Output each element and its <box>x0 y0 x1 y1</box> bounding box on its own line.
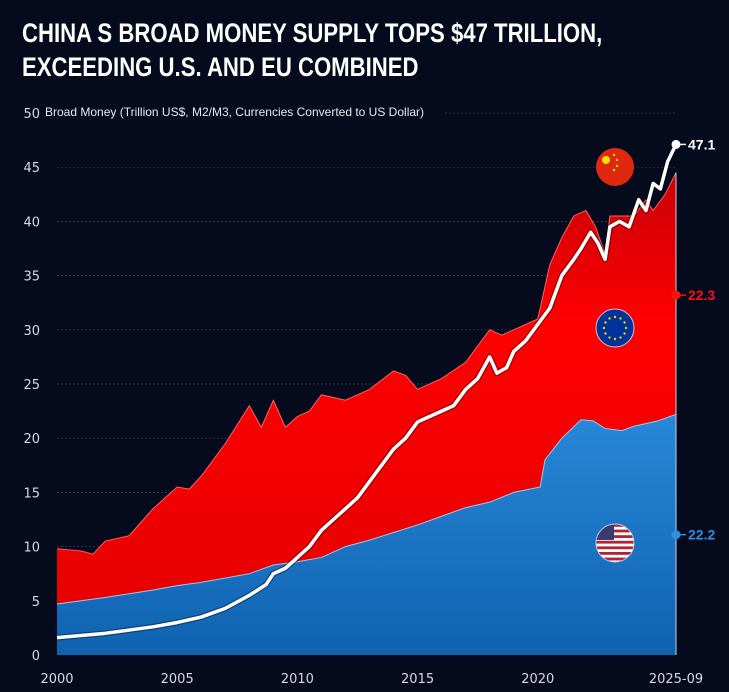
china-end-label: 47.1 <box>688 136 715 152</box>
eu-star <box>619 336 622 339</box>
us-area <box>57 414 676 655</box>
eu-star <box>623 321 626 324</box>
x-tick-label: 2015 <box>401 672 434 687</box>
eu-star <box>608 336 611 339</box>
china-line <box>56 143 678 640</box>
y-tick-label: 30 <box>23 324 40 339</box>
eu-end-label: 22.3 <box>688 287 715 303</box>
y-tick-label: 5 <box>32 595 40 610</box>
y-tick-label: 25 <box>23 378 40 393</box>
china-flag-icon <box>596 148 634 186</box>
y-tick-label: 40 <box>23 215 40 230</box>
y-tick-label: 15 <box>23 486 40 501</box>
us-stripe <box>596 552 634 555</box>
x-tick-label: 2020 <box>521 672 554 687</box>
eu-star <box>608 317 611 320</box>
us-area-edge <box>56 413 677 605</box>
us-stripe <box>596 540 634 544</box>
eu-flag-icon <box>596 309 634 347</box>
chart-title: CHINA S BROAD MONEY SUPPLY TOPS $47 TRIL… <box>22 18 603 82</box>
x-tick-label: 2010 <box>281 672 314 687</box>
eu-star <box>604 321 607 324</box>
us-end-label: 22.2 <box>688 527 715 543</box>
us-stripe <box>596 535 634 538</box>
x-tick-label: 2005 <box>161 672 194 687</box>
y-tick-label: 0 <box>32 649 40 664</box>
us-flag-icon <box>596 524 634 562</box>
us-stripe <box>596 524 634 527</box>
x-tick-label: 2000 <box>40 672 73 687</box>
y-tick-label: 50 <box>23 107 40 122</box>
eu-star <box>613 337 617 341</box>
us-stripe <box>596 557 634 561</box>
eu-star <box>604 332 607 335</box>
eu-star <box>619 317 622 320</box>
eu-star <box>624 326 628 330</box>
us-stripe <box>596 546 634 550</box>
y-tick-label: 35 <box>23 270 40 285</box>
eu-star <box>602 326 606 330</box>
x-tick-label: 2025-09 <box>649 672 703 687</box>
eu-area <box>57 172 676 605</box>
y-tick-label: 20 <box>23 432 40 447</box>
y-tick-label: 10 <box>23 541 40 556</box>
eu-star <box>623 332 626 335</box>
y-tick-label: 45 <box>23 161 40 176</box>
y-axis-label: Broad Money (Trillion US$, M2/M3, Curren… <box>45 105 425 119</box>
eu-star <box>613 315 617 319</box>
us-stripe <box>596 529 634 533</box>
